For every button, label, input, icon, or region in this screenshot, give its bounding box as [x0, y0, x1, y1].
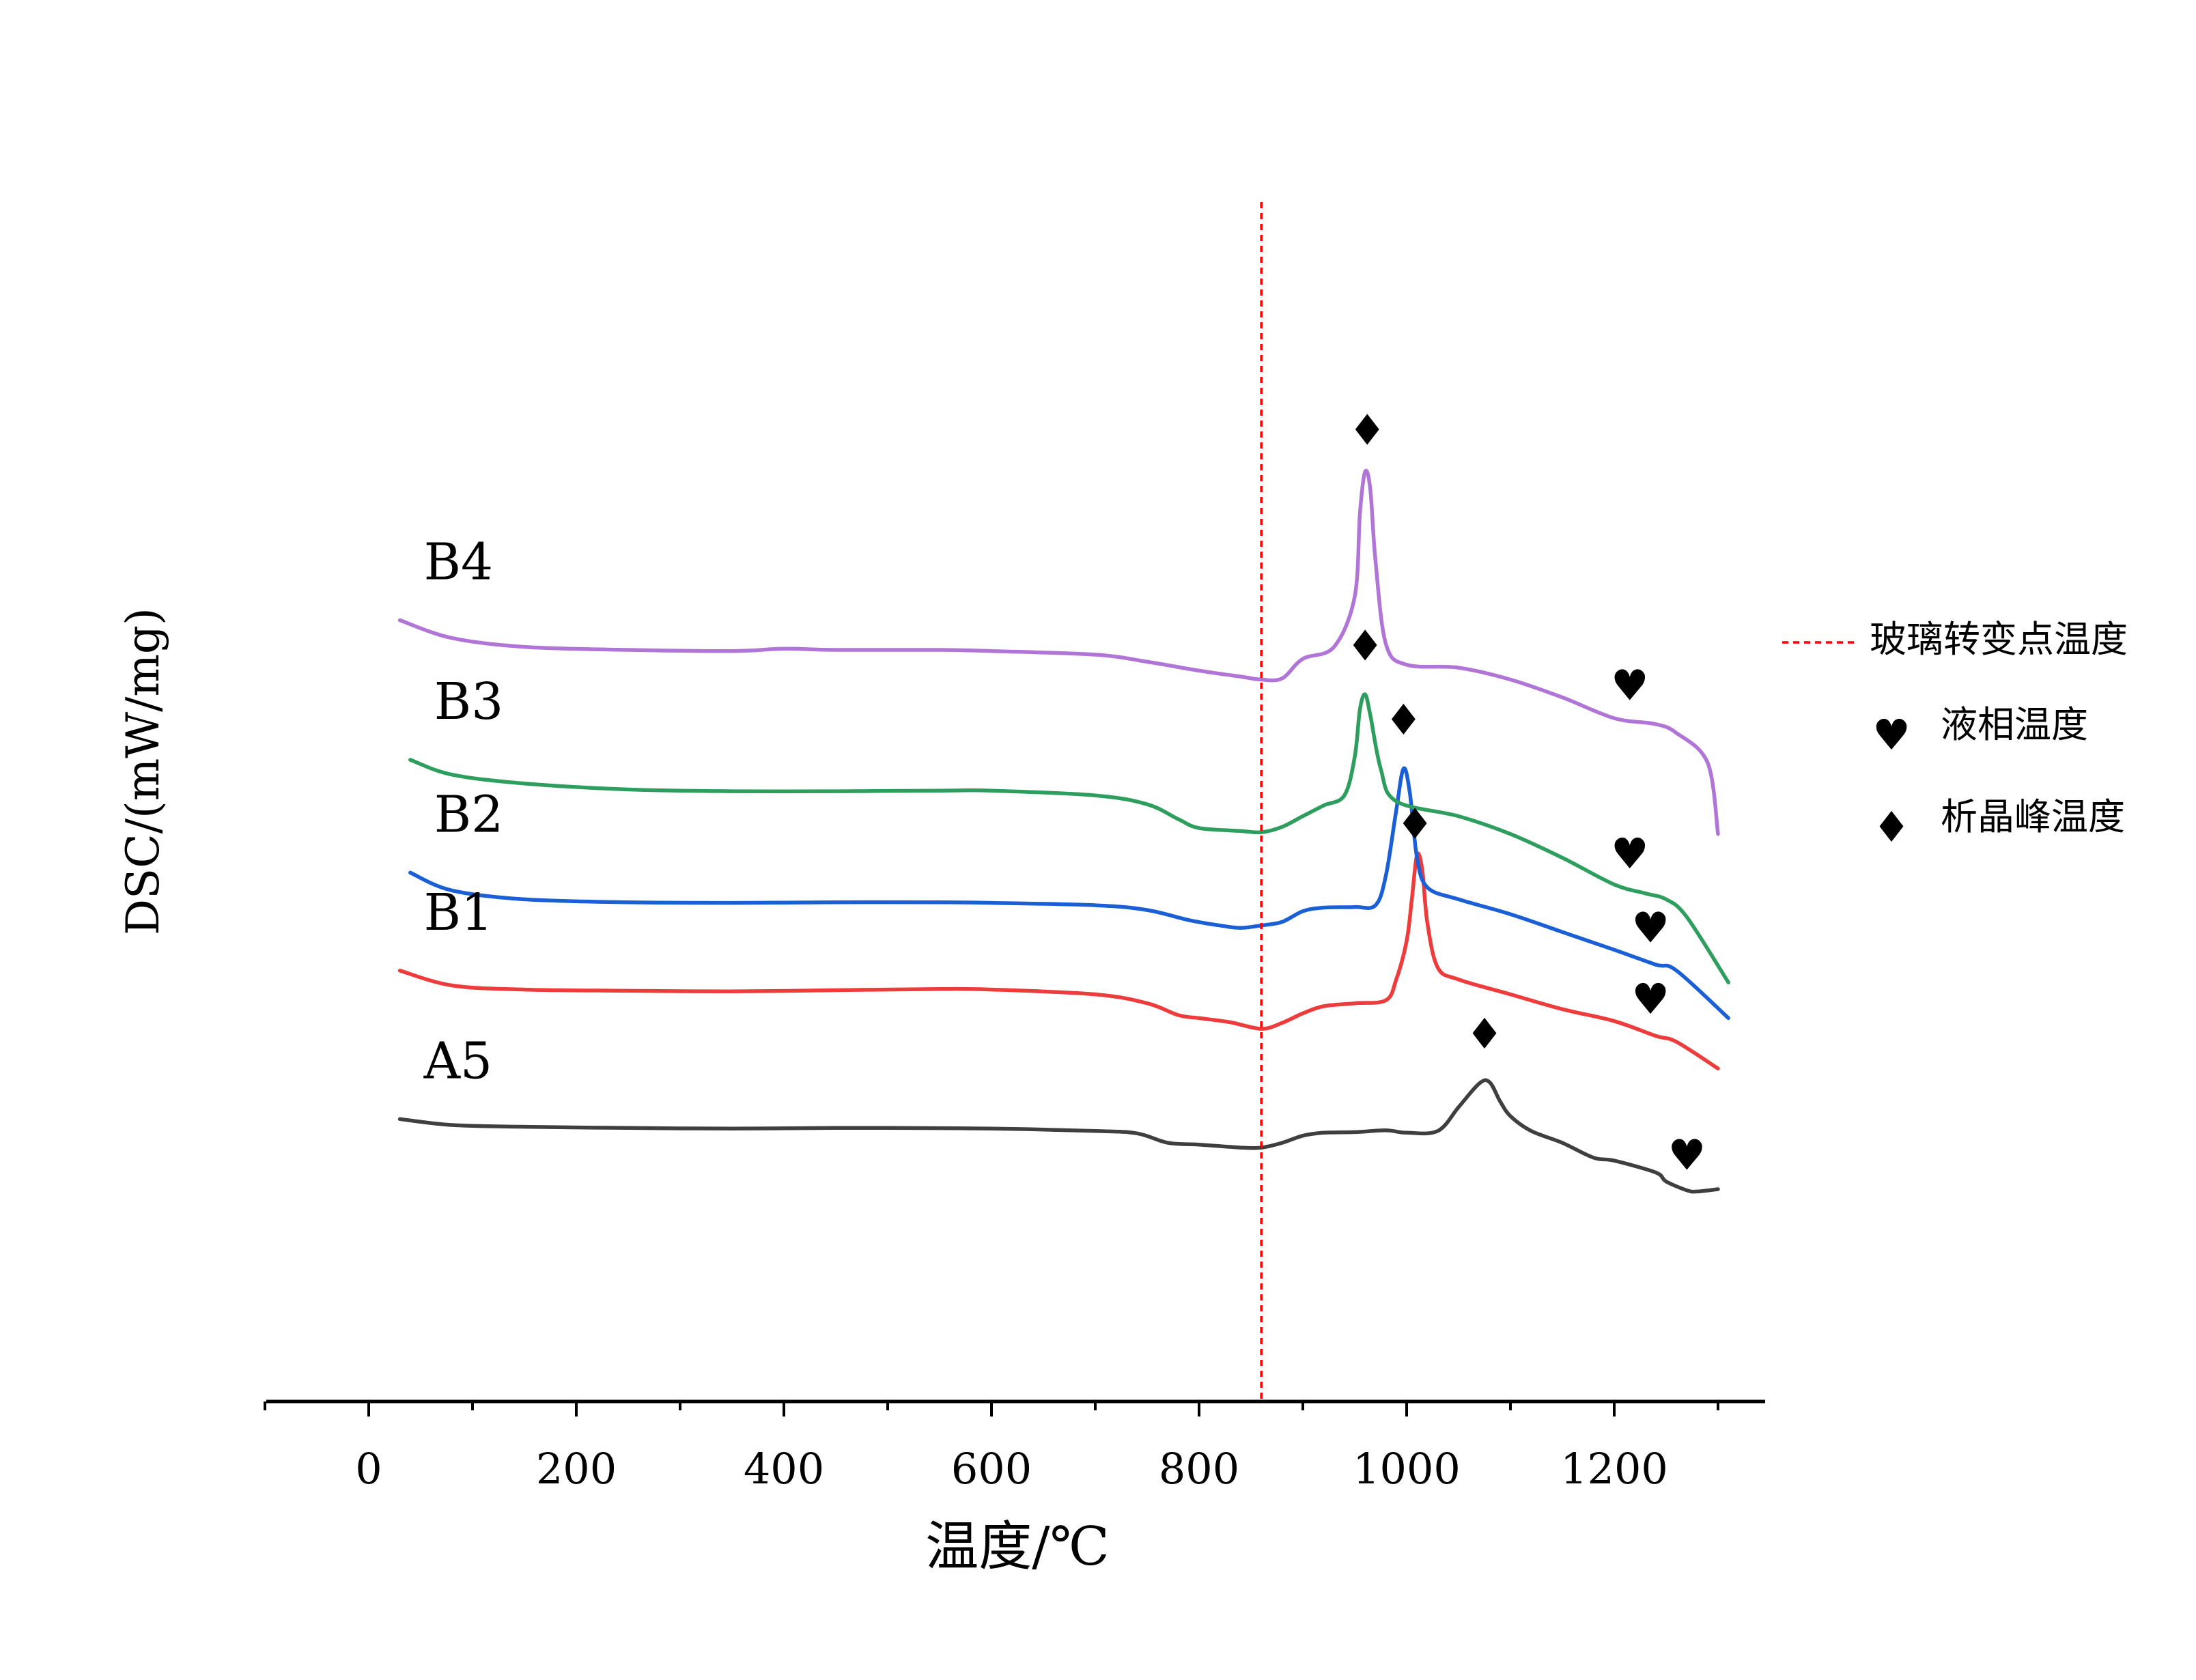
x-tick-label: 800	[1159, 1444, 1239, 1494]
crystallization-peak-marker: ♦	[1348, 405, 1386, 455]
crystallization-peak-marker: ♦	[1385, 695, 1423, 745]
legend-label: 析晶峰温度	[1941, 795, 2125, 838]
series-line-b2	[408, 766, 1730, 1021]
series-line-b1	[397, 851, 1720, 1071]
x-tick-label: 0	[355, 1444, 382, 1494]
crystallization-peak-marker: ♦	[1346, 621, 1384, 670]
liquidus-marker: ♥	[1611, 660, 1649, 710]
series-label-b2: B2	[434, 785, 503, 844]
legend: 玻璃转变点温度 ♥ 液相温度 ♦ 析晶峰温度	[1782, 618, 2128, 852]
x-axis: 0 200 400 600 800 1000 1200	[264, 1399, 1765, 1494]
series-line-b3	[408, 692, 1730, 984]
x-tick-label: 200	[536, 1444, 617, 1494]
crystallization-peak-marker: ♦	[1396, 799, 1434, 849]
x-axis-title: 温度/℃	[925, 1516, 1110, 1578]
legend-label: 液相温度	[1941, 703, 2088, 746]
liquidus-marker: ♥	[1631, 974, 1670, 1024]
legend-diamond-icon: ♦	[1872, 802, 1911, 852]
crystallization-peak-marker: ♦	[1465, 1009, 1504, 1059]
series-line-a5	[397, 1078, 1720, 1194]
x-tick-label: 600	[951, 1444, 1032, 1494]
x-tick-label: 400	[744, 1444, 824, 1494]
series-line-b4	[397, 468, 1720, 836]
liquidus-marker: ♥	[1668, 1130, 1706, 1180]
legend-label: 玻璃转变点温度	[1870, 618, 2128, 661]
legend-heart-icon: ♥	[1872, 710, 1911, 760]
y-axis-title: DSC/(mW/mg)	[117, 608, 169, 935]
x-tick-label: 1200	[1560, 1444, 1668, 1494]
series-label-a5: A5	[423, 1031, 493, 1090]
x-tick-label: 1000	[1353, 1444, 1461, 1494]
liquidus-marker: ♥	[1611, 829, 1649, 879]
liquidus-marker: ♥	[1631, 902, 1670, 952]
series-label-b3: B3	[434, 672, 503, 731]
series-label-b4: B4	[424, 533, 493, 592]
series-group	[397, 468, 1730, 1194]
series-label-b1: B1	[424, 883, 493, 942]
